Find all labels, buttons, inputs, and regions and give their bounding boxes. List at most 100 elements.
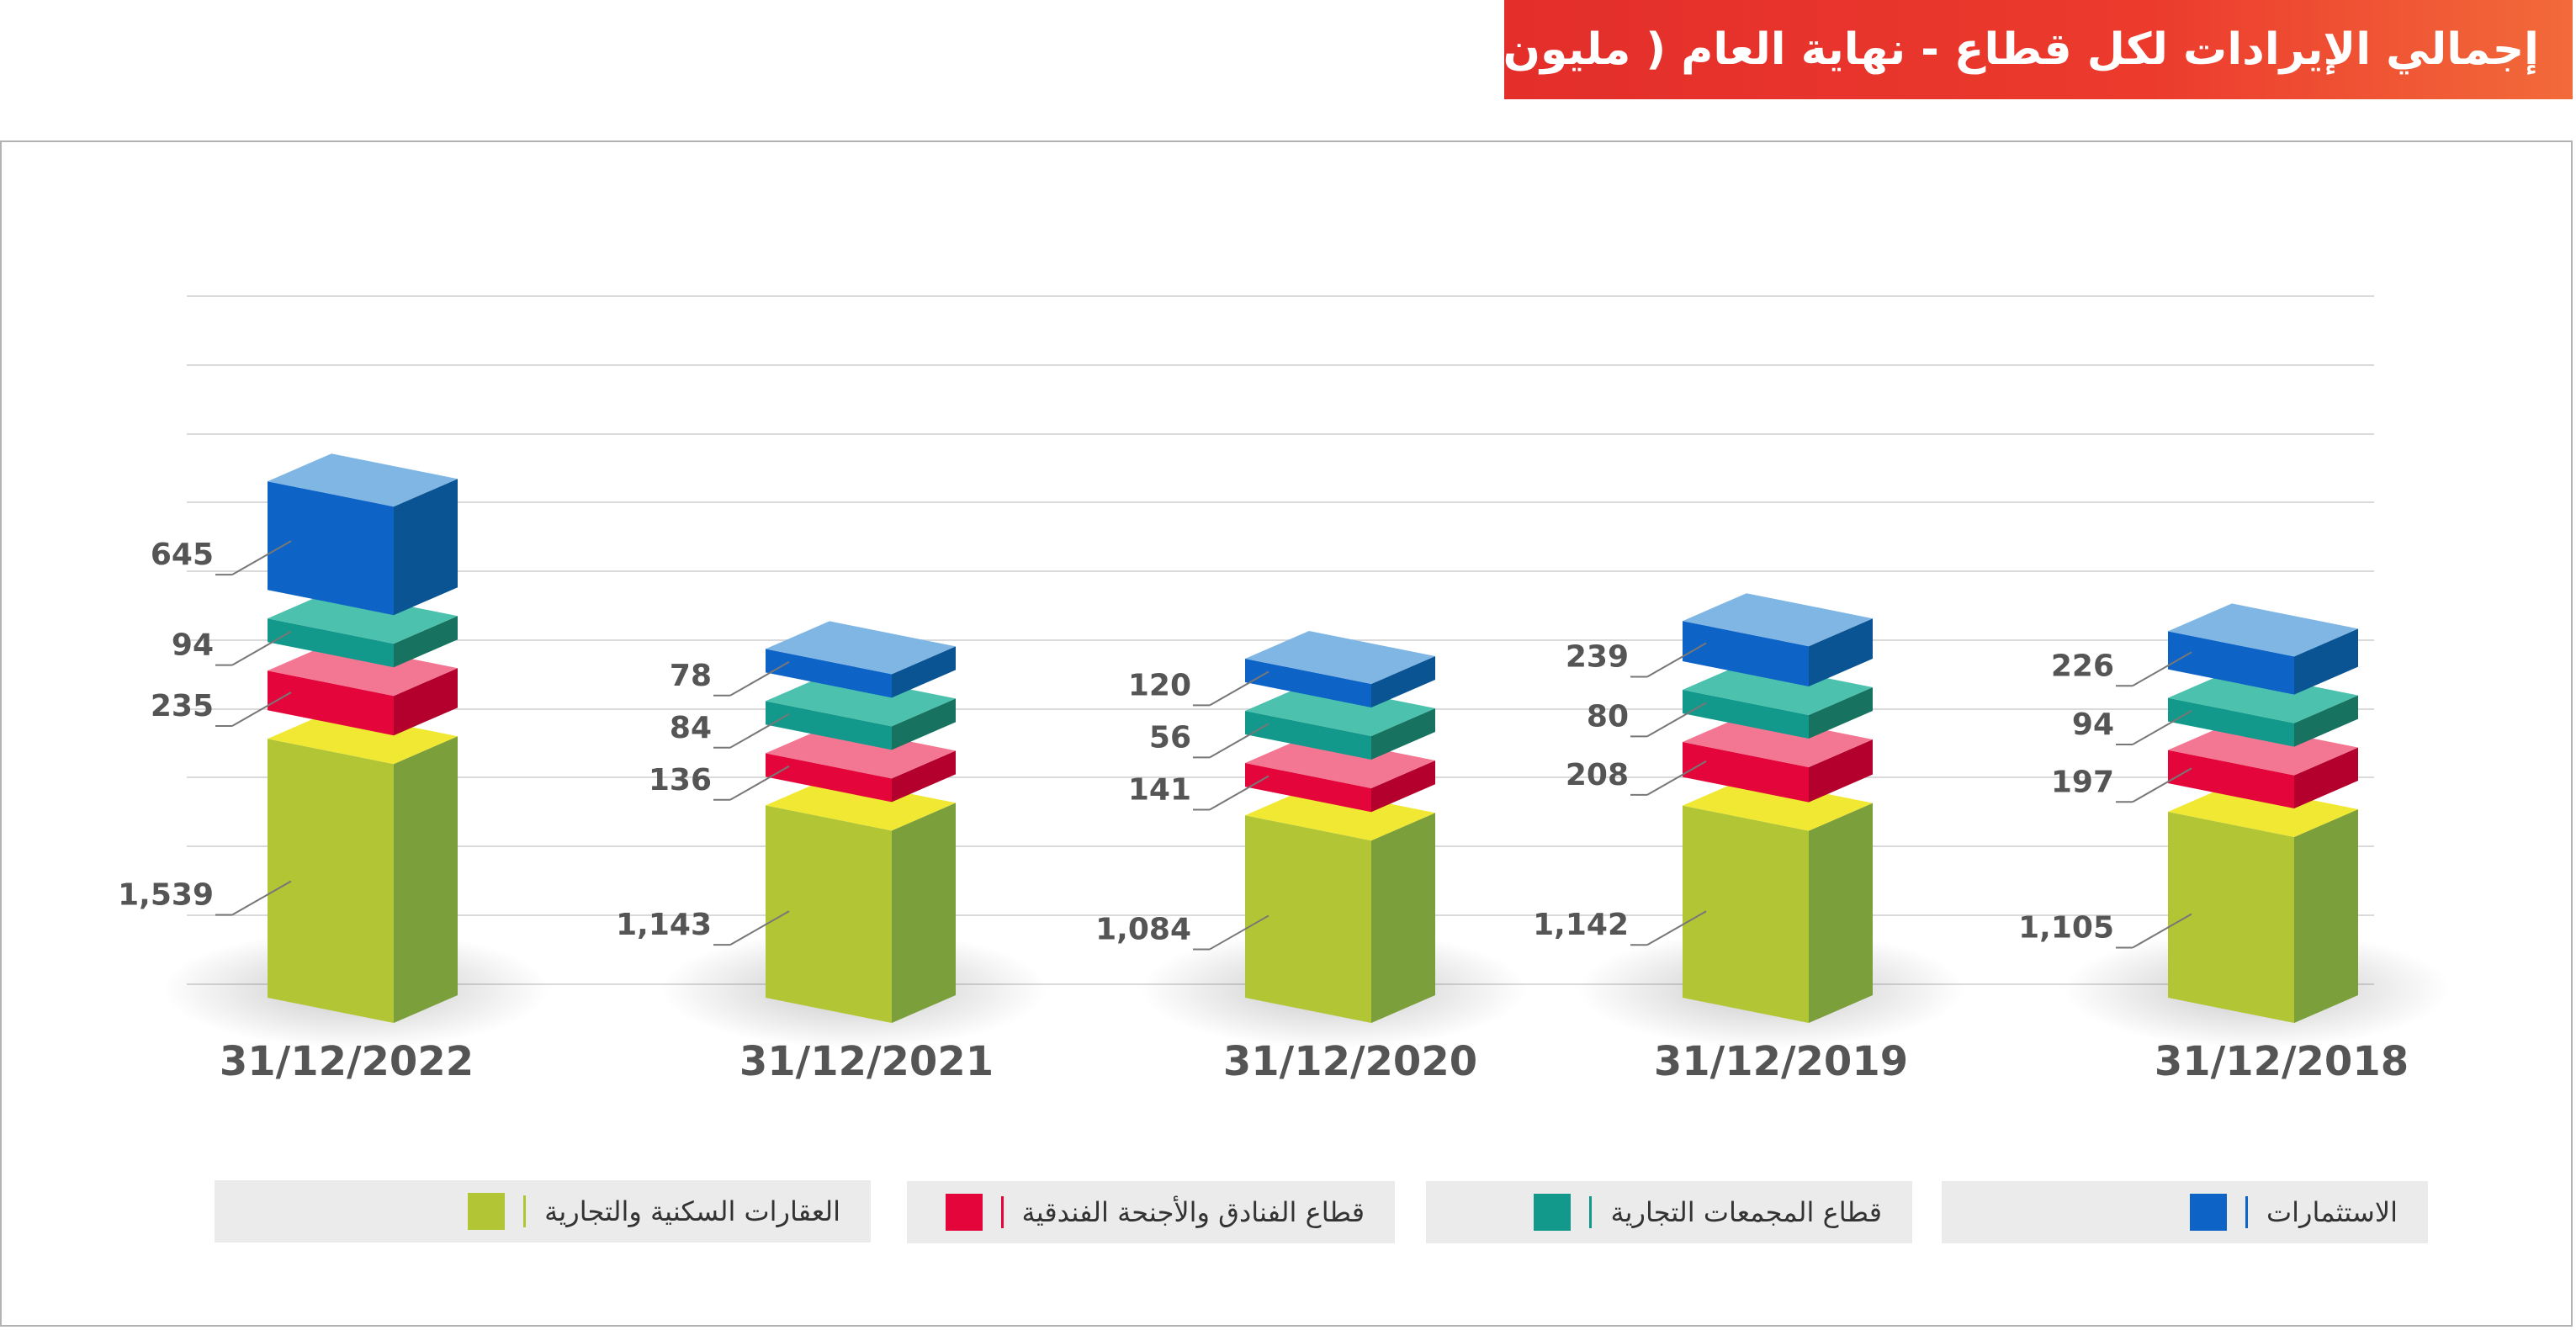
- leader-line: [729, 660, 790, 697]
- bar-segment-malls: [1245, 683, 1435, 760]
- legend-item-hotels: قطاع الفنادق والأجنحة الفندقية: [907, 1181, 1395, 1243]
- data-label: 239: [1566, 639, 1629, 674]
- leader-line: [231, 691, 292, 727]
- legend-separator: [2245, 1196, 2249, 1228]
- bar-top-face: [766, 621, 956, 675]
- leader-line: [1646, 760, 1707, 796]
- bar-front-face: [766, 701, 892, 750]
- bar-segment-malls: [2168, 670, 2358, 747]
- legend-item-residential-commercial: العقارات السكنية والتجارية: [215, 1180, 871, 1243]
- leader-line: [1209, 914, 1269, 951]
- leader-line: [1646, 702, 1707, 738]
- data-label: 1,143: [616, 908, 712, 942]
- bar-segment-investments: [2168, 603, 2358, 695]
- bar-top-face: [268, 711, 458, 765]
- bar-segment-investments: [1683, 593, 1873, 686]
- leader-line: [2132, 651, 2192, 687]
- data-label: 1,084: [1095, 912, 1191, 946]
- leader-line: [231, 880, 292, 916]
- leader-line: [729, 910, 790, 946]
- bar-side-face: [394, 616, 458, 668]
- leader-line: [1646, 642, 1707, 678]
- bar-front-face: [268, 739, 394, 1023]
- leader-line: [2132, 913, 2192, 949]
- x-tick-label: 31/12/2019: [1654, 1038, 1908, 1085]
- x-tick-label: 31/12/2018: [2155, 1038, 2409, 1085]
- bar-segment-hotels: [766, 725, 956, 803]
- x-axis-labels: 31/12/2022 31/12/2021 31/12/2020 31/12/2019…: [220, 1038, 2409, 1085]
- bar-front-face: [1245, 815, 1371, 1023]
- data-label: 94: [2072, 707, 2114, 742]
- legend-swatch: [945, 1194, 983, 1231]
- chart-frame: [0, 140, 2573, 1327]
- data-label: 1,539: [118, 877, 214, 912]
- bar-front-face: [1245, 763, 1371, 813]
- bar-top-face: [268, 643, 458, 697]
- bar-side-face: [1371, 813, 1435, 1023]
- bar-top-face: [1683, 593, 1873, 647]
- data-label: 235: [151, 689, 214, 723]
- x-tick-label: 31/12/2020: [1223, 1038, 1477, 1085]
- legend-item-malls: قطاع المجمعات التجارية: [1426, 1181, 1912, 1243]
- data-label: 1,142: [1533, 908, 1629, 942]
- bar-side-face: [2294, 747, 2358, 808]
- bar-top-face: [2168, 784, 2358, 837]
- bar-side-face: [1371, 760, 1435, 813]
- bar-segment-investments: [1245, 631, 1435, 707]
- bar-segment-investments: [766, 621, 956, 698]
- chart-title: إجمالي الإيرادات لكل قطاع - نهاية العام …: [1388, 24, 2539, 75]
- bar-top-face: [1683, 714, 1873, 767]
- bar-front-face: [2168, 697, 2294, 747]
- bar-top-face: [1683, 777, 1873, 831]
- legend-swatch: [1534, 1194, 1572, 1231]
- bar-front-face: [766, 805, 892, 1023]
- bar-side-face: [892, 750, 956, 803]
- bar-front-face: [766, 649, 892, 698]
- legend-separator: [1589, 1196, 1593, 1228]
- bar-segment-hotels: [268, 643, 458, 736]
- bar-segment-hotels: [1245, 735, 1435, 813]
- legend-separator: [523, 1195, 527, 1227]
- data-label: 226: [2051, 649, 2114, 683]
- leader-line: [1209, 670, 1269, 707]
- x-tick-label: 31/12/2022: [220, 1038, 474, 1085]
- bar-side-face: [394, 479, 458, 616]
- data-label: 1,105: [2018, 911, 2114, 946]
- leader-line: [2132, 767, 2192, 803]
- bar-segment-hotels: [1683, 714, 1873, 803]
- data-label: 136: [649, 763, 712, 797]
- data-label: 141: [1128, 773, 1191, 808]
- bar-top-face: [268, 453, 458, 507]
- bar-side-face: [1809, 687, 1873, 739]
- bar-side-face: [1371, 656, 1435, 707]
- bar-top-face: [1245, 683, 1435, 736]
- leader-line: [2132, 710, 2192, 745]
- bar-segment-malls: [1683, 662, 1873, 739]
- bar-segment-residential-commercial: [766, 777, 956, 1023]
- bar-front-face: [766, 753, 892, 803]
- bar-side-face: [394, 668, 458, 736]
- bar-segment-residential-commercial: [1245, 787, 1435, 1023]
- bar-top-face: [1245, 735, 1435, 788]
- legend-label: الاستثمارات: [2266, 1196, 2398, 1228]
- bar-side-face: [1809, 803, 1873, 1023]
- bar-top-face: [766, 777, 956, 831]
- leader-line: [1209, 723, 1269, 759]
- bar-front-face: [2168, 812, 2294, 1023]
- data-label: 645: [151, 538, 214, 572]
- legend-label: قطاع المجمعات التجارية: [1610, 1196, 1882, 1228]
- data-label: 94: [172, 628, 214, 663]
- legend-separator: [1000, 1196, 1004, 1228]
- bar-top-face: [268, 591, 458, 644]
- bar-segment-residential-commercial: [268, 711, 458, 1023]
- leader-line: [729, 713, 790, 749]
- data-label: 208: [1566, 758, 1629, 792]
- data-label: 80: [1587, 699, 1629, 734]
- leader-line: [729, 765, 790, 801]
- bar-side-face: [2294, 628, 2358, 695]
- bar-segment-malls: [268, 591, 458, 668]
- bar-top-face: [766, 673, 956, 727]
- x-tick-label: 31/12/2021: [739, 1038, 994, 1085]
- bar-segment-investments: [268, 453, 458, 616]
